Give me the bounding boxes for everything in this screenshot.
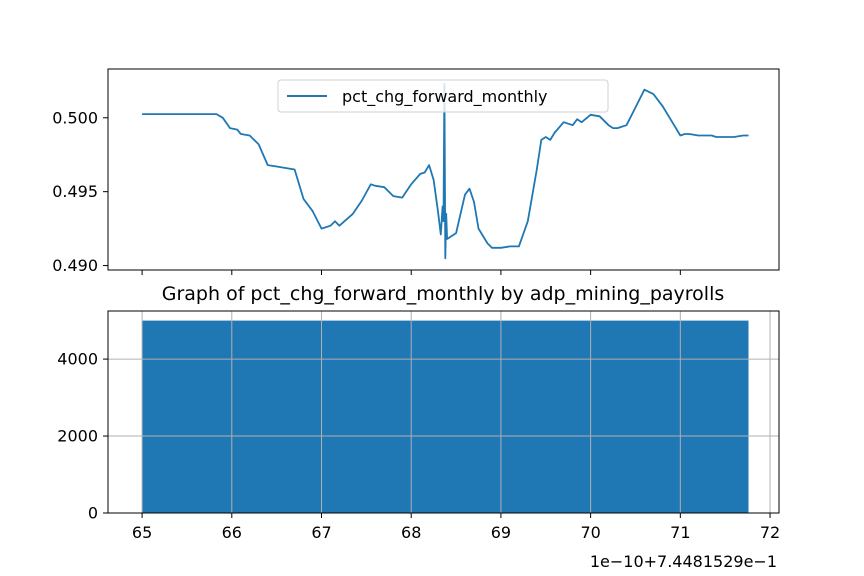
x-tick-label: 69	[491, 523, 511, 542]
x-tick-label: 67	[311, 523, 331, 542]
series-line-pct_chg_forward_monthly	[142, 82, 749, 260]
bar-chart-frame	[107, 310, 780, 514]
y-tick-label: 4000	[57, 350, 98, 369]
line-chart: 0.490 0.495 0.500 pct_chg_forward_monthly	[52, 68, 780, 275]
x-tick-label: 68	[401, 523, 421, 542]
top-chart-ticks: 0.490 0.495 0.500	[52, 108, 681, 275]
bar	[142, 320, 749, 513]
y-tick-label: 0.490	[52, 256, 98, 275]
legend-label: pct_chg_forward_monthly	[342, 87, 548, 107]
x-tick-label: 71	[670, 523, 690, 542]
bar-chart-title: Graph of pct_chg_forward_monthly by adp_…	[162, 283, 725, 305]
legend-box	[277, 79, 609, 113]
y-tick-label: 2000	[57, 427, 98, 446]
top-chart-frame	[107, 68, 780, 271]
bar-chart-ticks: 65 66 67 68 69 70 71 72 0 2000 4000	[57, 350, 780, 542]
legend: pct_chg_forward_monthly	[277, 79, 609, 113]
x-tick-label: 72	[760, 523, 780, 542]
x-tick-label: 70	[580, 523, 600, 542]
y-tick-label: 0	[88, 504, 98, 523]
y-tick-label: 0.495	[52, 182, 98, 201]
x-tick-label: 66	[222, 523, 242, 542]
x-offset-label: 1e−10+7.4481529e−1	[590, 552, 777, 571]
x-tick-label: 65	[132, 523, 152, 542]
bar-chart: Graph of pct_chg_forward_monthly by adp_…	[57, 283, 780, 571]
y-tick-label: 0.500	[52, 108, 98, 127]
